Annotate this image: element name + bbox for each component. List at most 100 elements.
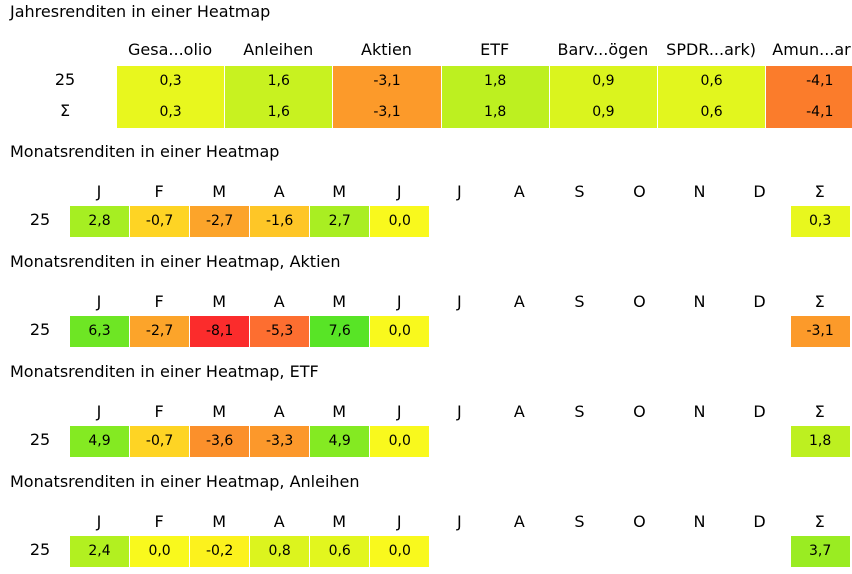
month-header: D (753, 292, 766, 311)
month-header: Σ (814, 512, 825, 531)
monthly-heatmap-cell: -3,6 (189, 426, 250, 457)
monthly-heatmap-cell: 3,7 (789, 536, 850, 567)
annual-heatmap-cell: 0,9 (548, 97, 657, 128)
monthly-heatmap-cell: 2,4 (69, 536, 130, 567)
month-header: A (513, 292, 525, 311)
annual-column-header: Barv...ögen (557, 40, 649, 59)
month-header: A (273, 292, 285, 311)
annual-heatmap-title: Jahresrenditen in einer Heatmap (10, 2, 271, 21)
monthly-heatmap-cell: 4,9 (309, 426, 370, 457)
month-header: A (513, 512, 525, 531)
annual-column-header: ETF (480, 40, 510, 59)
month-header: O (633, 512, 646, 531)
annual-heatmap-cell: 1,6 (224, 66, 333, 97)
monthly-heatmap-title: Monatsrenditen in einer Heatmap, Anleihe… (10, 472, 360, 491)
monthly-row-label: 25 (29, 320, 51, 339)
month-header: D (753, 512, 766, 531)
annual-column-header: Amun...ark) (772, 40, 852, 59)
month-header: A (273, 182, 285, 201)
month-header: J (396, 402, 402, 421)
month-header: J (396, 512, 402, 531)
monthly-heatmap-cell: -3,3 (249, 426, 310, 457)
month-header: F (154, 182, 164, 201)
monthly-heatmap-cell: -8,1 (189, 316, 250, 347)
monthly-heatmap-cell: -0,2 (189, 536, 250, 567)
monthly-row-label: 25 (29, 430, 51, 449)
monthly-heatmap-cell: 0,8 (249, 536, 310, 567)
month-header: J (96, 182, 102, 201)
month-header: J (396, 292, 402, 311)
monthly-heatmap-cell: -2,7 (129, 316, 190, 347)
month-header: F (154, 402, 164, 421)
monthly-heatmap-cell: 2,8 (69, 206, 130, 237)
monthly-heatmap-cell: 0,0 (369, 426, 430, 457)
month-header: F (154, 512, 164, 531)
month-header: S (574, 512, 585, 531)
month-header: A (513, 182, 525, 201)
month-header: Σ (814, 182, 825, 201)
monthly-row-label: 25 (29, 210, 51, 229)
monthly-heatmap-cell: 0,0 (369, 206, 430, 237)
annual-heatmap-cell: -3,1 (332, 66, 441, 97)
monthly-heatmap-cell: 0,6 (309, 536, 370, 567)
month-header: J (96, 292, 102, 311)
annual-heatmap-cell: 0,3 (116, 97, 225, 128)
month-header: J (456, 512, 462, 531)
month-header: J (96, 402, 102, 421)
annual-heatmap-cell: -3,1 (332, 97, 441, 128)
month-header: N (693, 292, 706, 311)
annual-heatmap-cell: 1,6 (224, 97, 333, 128)
monthly-heatmap-cell: 6,3 (69, 316, 130, 347)
annual-column-header: Gesa...olio (128, 40, 213, 59)
month-header: A (273, 512, 285, 531)
month-header: Σ (814, 292, 825, 311)
month-header: O (633, 402, 646, 421)
month-header: M (212, 182, 227, 201)
annual-heatmap-cell: 0,6 (657, 97, 766, 128)
monthly-heatmap-cell: -0,7 (129, 206, 190, 237)
monthly-heatmap-cell: -0,7 (129, 426, 190, 457)
monthly-heatmap-cell: 4,9 (69, 426, 130, 457)
month-header: D (753, 182, 766, 201)
month-header: M (332, 292, 347, 311)
annual-heatmap-cell: 0,9 (548, 66, 657, 97)
month-header: M (212, 292, 227, 311)
month-header: O (633, 292, 646, 311)
month-header: M (332, 402, 347, 421)
month-header: N (693, 402, 706, 421)
month-header: M (332, 182, 347, 201)
month-header: A (513, 402, 525, 421)
month-header: M (212, 512, 227, 531)
month-header: S (574, 292, 585, 311)
month-header: O (633, 182, 646, 201)
monthly-heatmap-cell: 0,0 (129, 536, 190, 567)
monthly-heatmap-cell: 0,0 (369, 536, 430, 567)
month-header: Σ (814, 402, 825, 421)
annual-heatmap-cell: 0,3 (116, 66, 225, 97)
month-header: J (96, 512, 102, 531)
annual-heatmap-cell: 1,8 (440, 66, 549, 97)
monthly-heatmap-title: Monatsrenditen in einer Heatmap (10, 142, 280, 161)
annual-heatmap-cell: 0,6 (657, 66, 766, 97)
monthly-heatmap-cell: -2,7 (189, 206, 250, 237)
annual-row-label: Σ (59, 101, 71, 120)
month-header: J (456, 182, 462, 201)
monthly-heatmap-cell: 0,3 (789, 206, 850, 237)
monthly-heatmap-cell: 2,7 (309, 206, 370, 237)
month-header: A (273, 402, 285, 421)
annual-column-header: Aktien (361, 40, 412, 59)
monthly-heatmap-cell: -1,6 (249, 206, 310, 237)
month-header: M (332, 512, 347, 531)
monthly-heatmap-title: Monatsrenditen in einer Heatmap, Aktien (10, 252, 341, 271)
annual-heatmap-cell: -4,1 (765, 97, 852, 128)
monthly-heatmap-cell: -3,1 (789, 316, 850, 347)
annual-column-header: Anleihen (243, 40, 314, 59)
month-header: S (574, 402, 585, 421)
month-header: J (396, 182, 402, 201)
annual-row-label: 25 (54, 70, 76, 89)
annual-column-header: SPDR...ark) (666, 40, 756, 59)
month-header: F (154, 292, 164, 311)
month-header: M (212, 402, 227, 421)
monthly-heatmap-cell: 0,0 (369, 316, 430, 347)
monthly-heatmap-title: Monatsrenditen in einer Heatmap, ETF (10, 362, 319, 381)
